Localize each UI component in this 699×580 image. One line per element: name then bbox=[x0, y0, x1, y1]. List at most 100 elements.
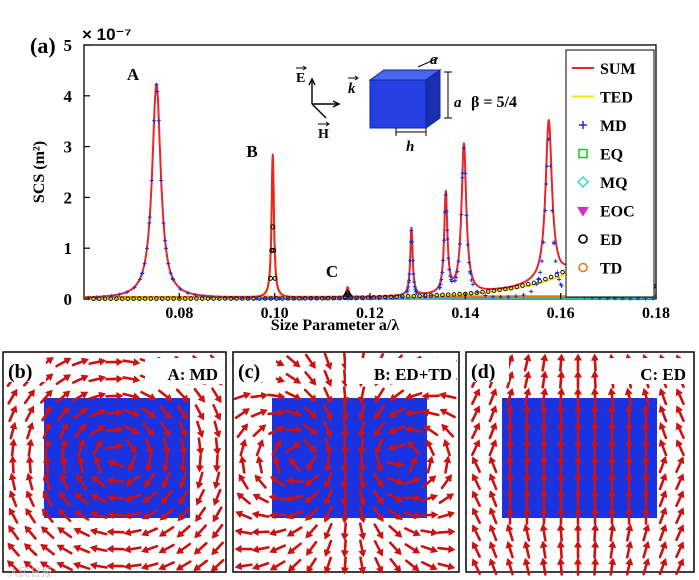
md-point bbox=[413, 287, 418, 292]
ed-point bbox=[91, 296, 96, 301]
field-arrow bbox=[642, 455, 650, 474]
field-arrow bbox=[591, 472, 599, 491]
field-arrow bbox=[420, 493, 439, 503]
field-arrow bbox=[675, 388, 685, 406]
field-arrow bbox=[40, 389, 53, 404]
field-arrow bbox=[124, 475, 141, 486]
field-arrow bbox=[123, 511, 142, 520]
field-arrow bbox=[306, 557, 317, 574]
field-arrow bbox=[574, 455, 582, 474]
md-point bbox=[201, 294, 206, 299]
md-point bbox=[353, 296, 358, 301]
panel-d-title: C: ED bbox=[640, 365, 686, 384]
md-point bbox=[461, 146, 466, 151]
field-arrow bbox=[72, 561, 91, 570]
md-point bbox=[406, 280, 411, 285]
md-point bbox=[307, 296, 312, 301]
field-arrow bbox=[123, 562, 142, 571]
ed-point bbox=[222, 296, 228, 301]
md-point bbox=[407, 272, 412, 277]
field-arrow bbox=[341, 437, 350, 456]
legend-swatch bbox=[577, 207, 589, 217]
field-arrow bbox=[144, 454, 153, 473]
dim-a-top: a bbox=[430, 52, 438, 68]
field-arrow bbox=[523, 438, 531, 457]
field-arrow bbox=[608, 472, 616, 491]
field-arrow bbox=[421, 392, 440, 401]
field-arrow bbox=[9, 421, 18, 440]
field-arrow bbox=[608, 489, 616, 508]
ed-point bbox=[423, 293, 428, 298]
field-arrow bbox=[523, 370, 532, 389]
beta-ratio: β = 5/4 bbox=[471, 94, 517, 111]
field-arrow bbox=[76, 455, 85, 474]
field-arrow bbox=[591, 421, 599, 440]
field-arrow bbox=[141, 527, 159, 537]
field-arrow bbox=[212, 506, 223, 523]
field-arrow bbox=[252, 493, 269, 504]
field-arrow bbox=[557, 421, 565, 440]
field-arrow bbox=[251, 510, 270, 519]
field-arrow bbox=[251, 561, 270, 571]
y-tick-label: 5 bbox=[64, 36, 73, 55]
field-arrow bbox=[426, 455, 435, 474]
field-arrow bbox=[323, 505, 333, 523]
x-tick-label: 0.16 bbox=[547, 305, 575, 322]
ed-point bbox=[331, 295, 337, 301]
ed-point bbox=[371, 295, 377, 300]
field-arrow bbox=[195, 420, 205, 439]
field-arrow bbox=[607, 387, 616, 406]
y-multiplier: × 10⁻⁷ bbox=[82, 25, 132, 44]
ed-point bbox=[497, 287, 502, 293]
field-arrow bbox=[408, 456, 418, 474]
field-arrow bbox=[178, 471, 188, 490]
field-arrow bbox=[161, 472, 171, 489]
field-arrow bbox=[608, 557, 617, 576]
field-arrow bbox=[236, 423, 249, 439]
field-arrow bbox=[523, 421, 531, 440]
field-arrow bbox=[608, 421, 616, 440]
field-arrow bbox=[105, 408, 124, 417]
field-arrow bbox=[625, 489, 633, 508]
field-arrow bbox=[625, 506, 633, 525]
md-point bbox=[441, 258, 446, 263]
field-arrow bbox=[252, 424, 267, 438]
field-arrow bbox=[127, 454, 137, 472]
field-arrow bbox=[386, 460, 405, 469]
k-vector-label: k bbox=[348, 81, 356, 97]
field-arrow bbox=[234, 408, 251, 420]
md-point bbox=[163, 238, 168, 243]
field-arrow bbox=[8, 405, 18, 423]
field-arrow bbox=[140, 544, 159, 554]
field-arrow bbox=[539, 557, 548, 576]
field-arrow bbox=[194, 404, 205, 421]
field-arrow bbox=[89, 561, 108, 570]
ed-point bbox=[165, 296, 171, 301]
field-arrow bbox=[556, 540, 565, 559]
field-arrow bbox=[420, 528, 439, 537]
field-arrow bbox=[106, 493, 125, 502]
field-arrow bbox=[675, 490, 685, 508]
field-arrow bbox=[437, 527, 456, 536]
md-point bbox=[152, 118, 157, 123]
field-arrow bbox=[255, 439, 265, 457]
field-arrow bbox=[388, 425, 406, 435]
field-arrow bbox=[341, 403, 350, 422]
field-arrow bbox=[658, 473, 668, 491]
y-tick-label: 1 bbox=[64, 239, 73, 258]
field-arrow bbox=[375, 454, 384, 473]
field-arrow bbox=[422, 475, 437, 489]
md-point bbox=[513, 294, 518, 299]
field-arrow bbox=[211, 387, 222, 404]
field-arrow bbox=[388, 541, 402, 556]
md-point bbox=[439, 277, 444, 282]
field-arrow bbox=[89, 544, 108, 553]
md-point bbox=[543, 208, 548, 213]
md-point bbox=[409, 228, 414, 233]
ed-point bbox=[440, 292, 445, 298]
series-md-markers bbox=[86, 82, 656, 301]
ed-point bbox=[217, 296, 222, 301]
field-arrow bbox=[357, 403, 366, 422]
md-point bbox=[109, 294, 114, 299]
field-arrow bbox=[540, 387, 549, 406]
